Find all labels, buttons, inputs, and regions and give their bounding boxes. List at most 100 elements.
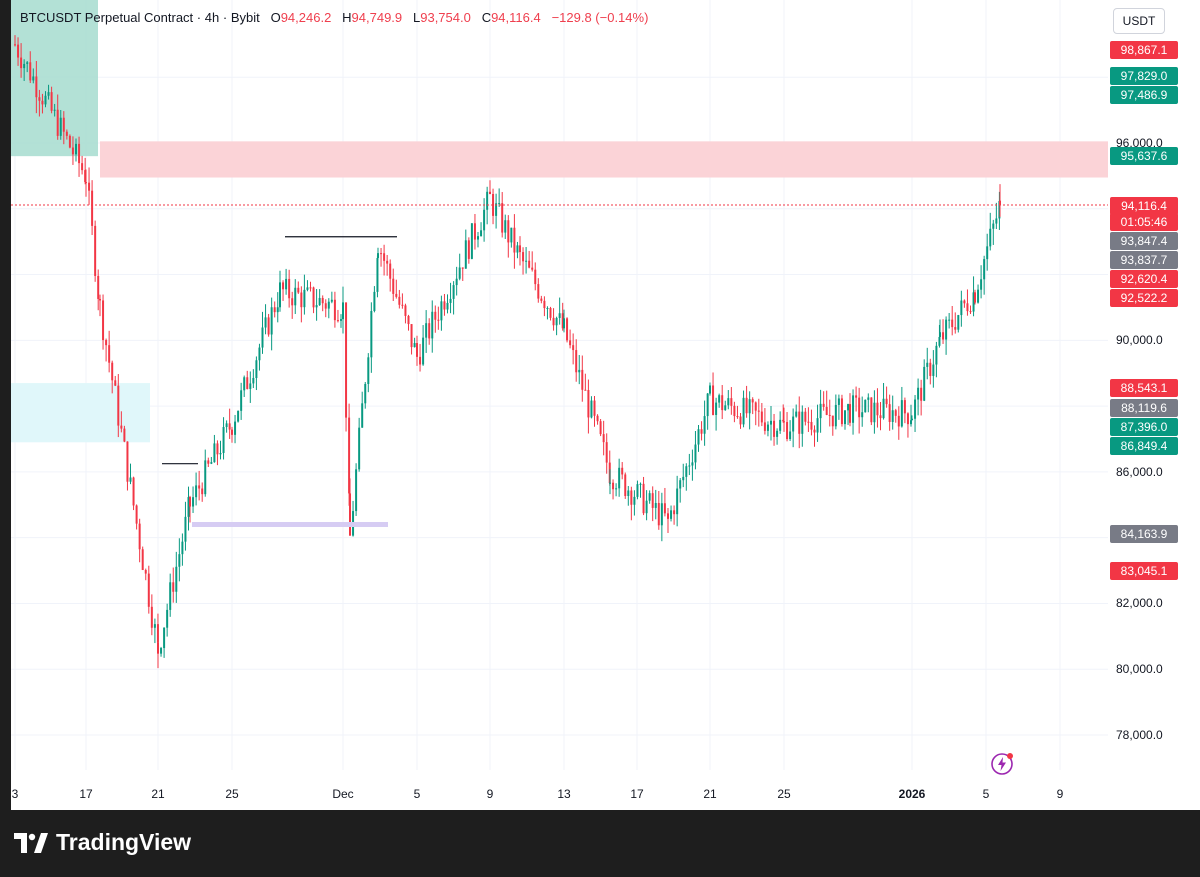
candle [189,495,191,523]
candle-body [999,200,1001,205]
candle-body [651,493,654,508]
candle [724,400,727,411]
candle-body [703,416,706,434]
interval[interactable]: 4h [204,10,220,25]
candle [422,325,425,366]
candle [837,394,840,420]
candle [404,303,407,324]
candle [105,338,108,362]
candle [992,219,995,245]
candle-body [395,293,398,297]
candle-body [561,313,564,329]
candle [252,369,255,389]
symbol-name[interactable]: BTCUSDT Perpetual Contract [20,10,194,25]
candle [401,293,404,309]
candle [210,456,213,465]
candle [552,308,555,331]
candle-body [624,474,627,497]
candle [470,223,473,260]
candle-body [627,490,630,497]
candle [920,379,923,416]
candle [590,396,593,419]
candle [498,188,501,208]
price-tag: 01:05:46 [1110,213,1178,231]
candle [813,425,816,447]
candle [195,472,198,506]
candle-body [288,278,291,299]
candle [543,296,546,317]
candle [776,428,779,445]
candle-body [342,302,344,320]
price-chart[interactable] [0,0,1200,810]
candle-body [345,302,348,418]
candle-body [59,117,62,136]
candle-body [392,278,395,294]
candle [852,389,855,435]
candle [157,641,159,669]
currency-button[interactable]: USDT [1113,8,1165,34]
candle [234,414,237,444]
candle [816,404,819,442]
candle [91,180,94,236]
candle [963,299,966,308]
candle-body [461,267,464,269]
candle [386,254,389,276]
candle [330,291,333,304]
candle [373,286,376,313]
candle-body [825,406,828,415]
candle-body [712,385,715,415]
candle [660,492,663,542]
separator: · [196,10,202,25]
candle-body [870,397,873,423]
candle [840,394,843,427]
candle [906,412,909,438]
candle-body [105,340,108,346]
candle-body [773,420,776,437]
candle [291,291,294,319]
symbol-legend[interactable]: BTCUSDT Perpetual Contract · 4h · Bybit … [20,10,648,25]
candle-body [192,497,195,507]
candle [900,386,903,428]
candle-body [157,642,159,654]
candle-body [642,483,645,514]
candle [50,86,53,114]
candle-body [885,398,888,405]
candle-body [480,230,483,237]
candle [648,490,651,504]
candle [766,421,769,437]
candle-body [340,319,342,321]
candle [97,269,100,311]
lightning-icon[interactable] [990,752,1014,776]
candle [810,409,813,436]
candle-body [85,182,87,184]
candle [870,397,873,426]
candle-body [56,109,59,136]
candle-body [38,97,41,101]
candle [977,284,980,304]
candle-body [932,364,935,376]
candle-body [783,421,785,423]
candle [38,89,41,117]
time-scale-label: Dec [332,787,354,801]
candle-body [578,369,581,373]
candle [123,425,126,443]
candle-body [330,299,333,302]
time-scale-label: 2026 [898,787,926,801]
candle-body [416,343,418,357]
candle-body [327,301,330,309]
candle [688,453,691,476]
open-label: O [270,10,281,25]
candle-body [917,387,920,400]
tradingview-logo[interactable]: TradingView [14,829,191,856]
candle-body [470,223,473,259]
candle [745,385,748,418]
candle-body [972,292,975,312]
candle [654,489,657,520]
candle [540,295,543,304]
candle-body [894,410,897,416]
candle [425,310,428,353]
candle [120,411,123,433]
candle-body [852,395,855,423]
candle-body [942,332,945,340]
candle [864,399,867,413]
